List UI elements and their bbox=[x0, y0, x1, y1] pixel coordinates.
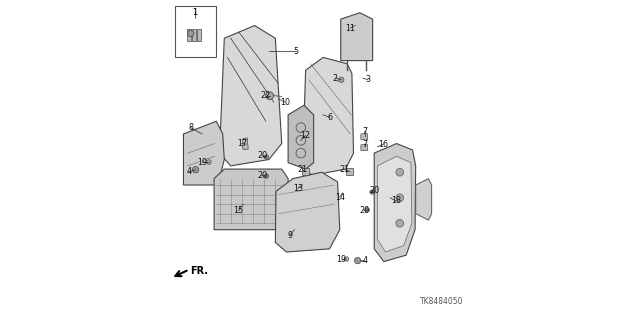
Polygon shape bbox=[416, 179, 431, 220]
Text: 15: 15 bbox=[234, 206, 244, 215]
Text: 1: 1 bbox=[193, 8, 198, 17]
Polygon shape bbox=[220, 26, 282, 166]
Text: 20: 20 bbox=[359, 206, 369, 215]
Circle shape bbox=[339, 77, 344, 82]
Polygon shape bbox=[361, 133, 368, 140]
Text: 4: 4 bbox=[187, 167, 192, 176]
Text: 20: 20 bbox=[257, 171, 267, 180]
Polygon shape bbox=[275, 172, 340, 252]
Text: 16: 16 bbox=[378, 140, 388, 149]
Polygon shape bbox=[184, 121, 224, 185]
Polygon shape bbox=[361, 144, 368, 151]
Text: 2: 2 bbox=[333, 74, 338, 83]
Text: FR.: FR. bbox=[190, 266, 208, 276]
Text: 12: 12 bbox=[301, 131, 310, 140]
Circle shape bbox=[396, 219, 404, 227]
Polygon shape bbox=[288, 105, 314, 169]
Text: 1: 1 bbox=[193, 8, 198, 17]
Circle shape bbox=[355, 257, 361, 264]
Polygon shape bbox=[175, 6, 216, 57]
Text: 21: 21 bbox=[340, 165, 350, 174]
Text: 9: 9 bbox=[287, 231, 292, 240]
Text: 20: 20 bbox=[370, 186, 380, 195]
Polygon shape bbox=[340, 13, 372, 61]
Circle shape bbox=[266, 92, 273, 100]
Polygon shape bbox=[302, 168, 310, 175]
Text: 20: 20 bbox=[257, 151, 267, 160]
Polygon shape bbox=[303, 57, 353, 175]
Polygon shape bbox=[378, 156, 412, 252]
Polygon shape bbox=[187, 29, 191, 41]
Polygon shape bbox=[346, 168, 353, 175]
Circle shape bbox=[193, 167, 199, 173]
Text: 14: 14 bbox=[335, 193, 345, 202]
Text: 7: 7 bbox=[362, 127, 367, 136]
Text: TK8484050: TK8484050 bbox=[420, 297, 463, 306]
Text: 4: 4 bbox=[362, 256, 367, 265]
Text: 19: 19 bbox=[337, 256, 347, 264]
Circle shape bbox=[207, 160, 211, 164]
Circle shape bbox=[365, 208, 369, 212]
Polygon shape bbox=[192, 29, 196, 41]
Text: 7: 7 bbox=[362, 140, 367, 149]
Text: 5: 5 bbox=[294, 47, 299, 56]
Text: 11: 11 bbox=[346, 24, 355, 33]
Text: 6: 6 bbox=[327, 113, 332, 122]
Circle shape bbox=[264, 174, 269, 178]
Polygon shape bbox=[214, 169, 288, 230]
Circle shape bbox=[396, 194, 404, 202]
Circle shape bbox=[264, 155, 269, 159]
Circle shape bbox=[370, 190, 374, 194]
Text: 17: 17 bbox=[237, 139, 247, 148]
Text: 13: 13 bbox=[292, 184, 303, 193]
Polygon shape bbox=[197, 29, 201, 41]
Circle shape bbox=[396, 168, 404, 176]
Polygon shape bbox=[374, 144, 416, 262]
Text: 21: 21 bbox=[298, 165, 307, 174]
Text: 8: 8 bbox=[188, 123, 193, 132]
Text: 22: 22 bbox=[260, 91, 271, 100]
Text: 10: 10 bbox=[280, 98, 290, 107]
Circle shape bbox=[188, 30, 194, 37]
Circle shape bbox=[344, 257, 349, 261]
Text: 3: 3 bbox=[365, 75, 371, 84]
Text: 19: 19 bbox=[197, 158, 207, 167]
Text: 18: 18 bbox=[391, 197, 401, 205]
Polygon shape bbox=[243, 138, 248, 149]
